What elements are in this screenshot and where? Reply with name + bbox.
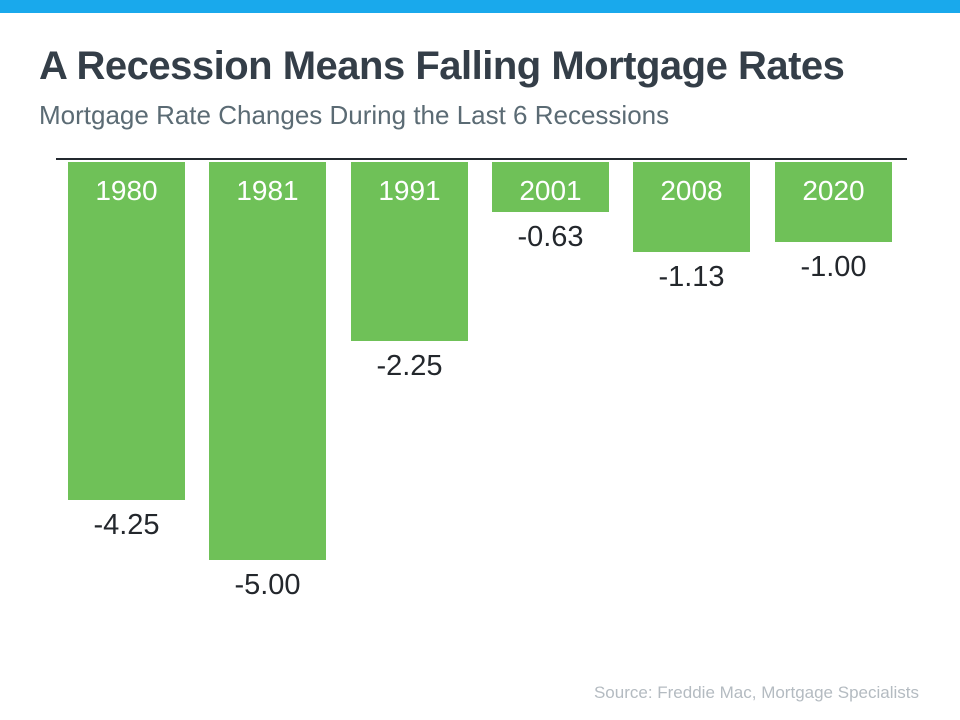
bar-1981: 1981 [209, 162, 326, 560]
bar-value-label: -1.13 [658, 261, 725, 293]
bar-2020: 2020 [775, 162, 892, 242]
bar-1980: 1980 [68, 162, 185, 500]
bar-year-label: 1980 [95, 175, 158, 206]
page-subtitle: Mortgage Rate Changes During the Last 6 … [39, 100, 670, 130]
bar-value-label: -0.63 [517, 221, 584, 253]
top-accent-bar [0, 0, 960, 13]
bar-value-label: -4.25 [93, 509, 160, 541]
bar-year-label: 1991 [378, 175, 441, 206]
bar-column-1981: 1981 -5.00 [209, 162, 326, 600]
bar-1991: 1991 [351, 162, 468, 341]
bar-year-label: 2001 [519, 175, 582, 206]
bar-year-label: 1981 [236, 175, 299, 206]
bar-column-1991: 1991 -2.25 [351, 162, 468, 381]
bar-chart: 1980 -4.25 1981 -5.00 1991 -2.25 2001 -0.63 2008… [56, 158, 907, 640]
bar-value-label: -1.00 [800, 251, 867, 283]
bar-column-2020: 2020 -1.00 [775, 162, 892, 282]
bar-year-label: 2008 [660, 175, 723, 206]
bar-value-label: -2.25 [376, 350, 443, 382]
bar-value-label: -5.00 [234, 569, 301, 601]
bar-2008: 2008 [633, 162, 750, 252]
bar-column-1980: 1980 -4.25 [68, 162, 185, 540]
bar-2001: 2001 [492, 162, 609, 212]
bar-year-label: 2020 [802, 175, 865, 206]
bar-column-2001: 2001 -0.63 [492, 162, 609, 252]
page-title: A Recession Means Falling Mortgage Rates [39, 44, 845, 88]
bar-column-2008: 2008 -1.13 [633, 162, 750, 292]
source-attribution: Source: Freddie Mac, Mortgage Specialist… [593, 683, 919, 702]
